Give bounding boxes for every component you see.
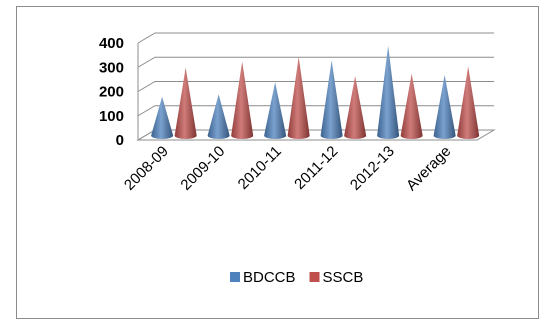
cone-sscb-Average [457,66,480,139]
gridline [137,81,494,92]
cone-sscb-2009-10 [231,61,254,139]
x-axis-ticks: 2008-09 2009-10 2010-11 2011-12 2012-13 Avera… [121,143,454,194]
cone-body [320,60,343,140]
cone-bdccb-2010-11 [264,82,287,139]
cone-body [400,73,423,139]
y-tick-label: 200 [99,84,124,101]
chart-legend: BDCCB SSCB [230,269,363,286]
cone-body [433,74,456,139]
y-axis-ticks: 0 100 200 300 400 [99,35,124,149]
cone-body [174,67,197,139]
legend-item-sscb: SSCB [309,269,364,286]
cone-body [231,61,254,139]
cone-body [344,76,367,139]
cone-bdccb-Average [433,74,456,139]
legend-item-bdccb: BDCCB [230,269,296,286]
chart-frame: 0 100 200 300 400 2008-09 2009-10 2010-11 2011-… [16,6,539,319]
x-tick-label: 2010-11 [235,143,285,193]
x-tick-label: 2012-13 [347,143,398,194]
cone-bdccb-2008-09 [151,96,174,139]
cone-bdccb-2009-10 [207,94,230,139]
gridline [137,32,494,44]
cone-body [457,66,480,139]
cone-sscb-2010-11 [287,56,310,139]
cone-body [287,56,310,139]
legend-label: SSCB [323,269,364,286]
cone-body [377,45,400,139]
legend-label: BDCCB [243,269,296,286]
y-tick-label: 400 [99,35,124,52]
cone-bdccb-2012-13 [377,45,400,139]
cone-body [264,82,287,139]
cone-sscb-2008-09 [174,67,197,139]
y-tick-label: 0 [116,132,124,149]
cone-body [151,96,174,139]
y-tick-label: 100 [99,108,124,125]
cone-sscb-2011-12 [344,76,367,139]
cone-chart: 0 100 200 300 400 2008-09 2009-10 2010-11 2011-… [99,32,496,286]
chart-cones [151,45,480,140]
cone-bdccb-2011-12 [320,60,343,140]
x-tick-label: 2011-12 [291,143,341,193]
y-tick-label: 300 [99,59,124,76]
gridline [137,56,494,68]
cone-body [207,94,230,139]
x-tick-label: Average [403,143,454,194]
x-tick-label: 2008-09 [121,143,172,194]
legend-swatch [230,272,240,282]
x-tick-label: 2009-10 [177,143,228,194]
cone-sscb-2012-13 [400,73,423,139]
legend-swatch [309,272,320,282]
